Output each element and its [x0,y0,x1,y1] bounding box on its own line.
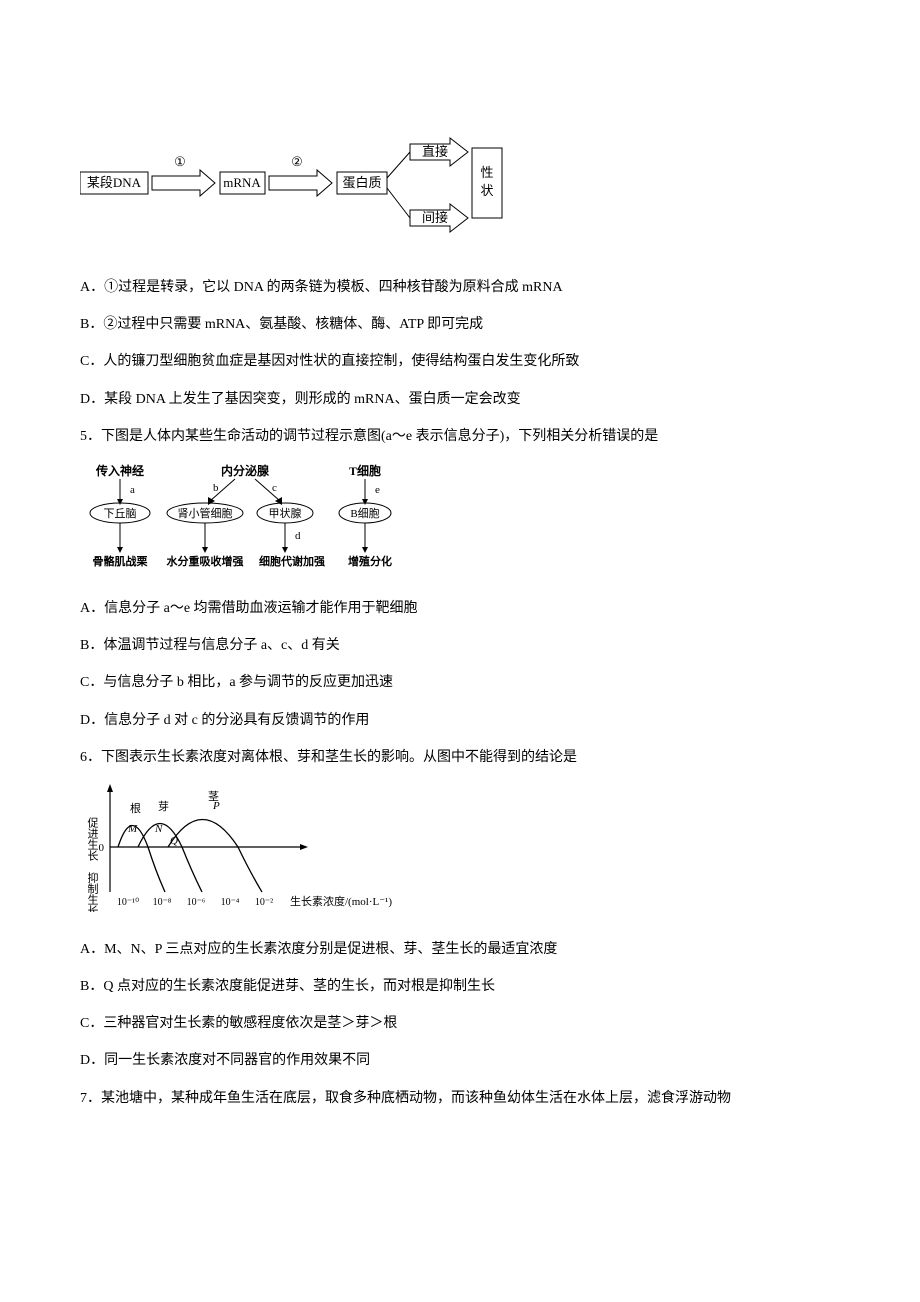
q6-option-c: C．三种器官对生长素的敏感程度依次是茎＞芽＞根 [80,1011,840,1036]
node-trait-2: 状 [480,183,493,198]
point-m: M [127,823,138,835]
point-p: P [212,800,220,812]
node-mrna: mRNA [223,175,261,190]
mid-renal: 肾小管细胞 [178,506,233,520]
bot-reabsorb: 水分重吸收增强 [167,554,244,568]
top-afferent: 传入神经 [95,463,144,478]
mid-bcell: B细胞 [350,507,379,520]
diagram2-svg: 传入神经 内分泌腺 T细胞 a b c e 下丘脑 肾小管细胞 甲状腺 B细胞 … [80,461,440,571]
q5-option-a: A．信息分子 a～e 均需借助血液运输才能作用于靶细胞 [80,596,840,621]
auxin-chart: 0 促进生长 抑制生长 根 芽 茎 M N P Q 10⁻¹⁰ 10⁻⁸ 10⁻… [80,782,840,912]
bot-shiver: 骨骼肌战栗 [93,554,148,568]
xlabel: 生长素浓度/(mol·L⁻¹) [290,894,392,908]
q6-option-a: A．M、N、P 三点对应的生长素浓度分别是促进根、芽、茎生长的最适宜浓度 [80,937,840,962]
q7-stem: 7．某池塘中，某种成年鱼生活在底层，取食多种底栖动物，而该种鱼幼体生活在水体上层… [80,1086,840,1111]
ylabel-bot: 抑制生长 [86,871,99,912]
ylabel-top: 促进生长 [86,816,99,861]
q4-option-b: B．②过程中只需要 mRNA、氨基酸、核糖体、酶、ATP 即可完成 [80,312,840,337]
gene-expression-diagram: 某段DNA ① mRNA ② 蛋白质 直接 间接 性 状 [80,130,840,250]
label-c: c [272,482,277,494]
xtick2: 10⁻⁶ [187,897,206,908]
q6-stem: 6．下图表示生长素浓度对离体根、芽和茎生长的影响。从图中不能得到的结论是 [80,745,840,770]
q5-stem: 5．下图是人体内某些生命活动的调节过程示意图(a～e 表示信息分子)，下列相关分… [80,424,840,449]
q5-option-d: D．信息分子 d 对 c 的分泌具有反馈调节的作用 [80,708,840,733]
label-d: d [295,530,301,542]
q4-option-a: A．①过程是转录，它以 DNA 的两条链为模板、四种核苷酸为原料合成 mRNA [80,275,840,300]
bot-metabolism: 细胞代谢加强 [259,554,325,568]
top-tcell: T细胞 [349,463,381,478]
arrow2-label: ② [291,154,303,169]
branch-indirect: 间接 [422,210,448,225]
q5-option-b: B．体温调节过程与信息分子 a、c、d 有关 [80,633,840,658]
zero-label: 0 [99,842,105,854]
curve-root: 根 [130,801,141,815]
node-dna: 某段DNA [87,175,142,190]
regulation-diagram: 传入神经 内分泌腺 T细胞 a b c e 下丘脑 肾小管细胞 甲状腺 B细胞 … [80,461,840,571]
bot-proliferate: 增殖分化 [348,554,392,568]
xtick3: 10⁻⁴ [221,897,240,908]
curve-bud: 芽 [158,799,169,813]
xtick1: 10⁻⁸ [153,897,172,908]
point-n: N [154,823,163,835]
mid-thyroid: 甲状腺 [269,506,302,520]
q6-option-b: B．Q 点对应的生长素浓度能促进芽、茎的生长，而对根是抑制生长 [80,974,840,999]
label-b: b [213,482,219,494]
chart-svg: 0 促进生长 抑制生长 根 芽 茎 M N P Q 10⁻¹⁰ 10⁻⁸ 10⁻… [80,782,440,912]
arrow1-label: ① [174,154,186,169]
point-q: Q [170,835,178,847]
xtick0: 10⁻¹⁰ [117,897,139,908]
q4-option-c: C．人的镰刀型细胞贫血症是基因对性状的直接控制，使得结构蛋白发生变化所致 [80,349,840,374]
diagram1-svg: 某段DNA ① mRNA ② 蛋白质 直接 间接 性 状 [80,130,510,250]
q4-option-d: D．某段 DNA 上发生了基因突变，则形成的 mRNA、蛋白质一定会改变 [80,387,840,412]
label-a: a [130,484,135,496]
node-trait-1: 性 [480,165,493,180]
label-e: e [375,484,380,496]
q5-option-c: C．与信息分子 b 相比，a 参与调节的反应更加迅速 [80,670,840,695]
top-endocrine: 内分泌腺 [221,463,270,478]
mid-hypothalamus: 下丘脑 [104,507,137,520]
node-protein: 蛋白质 [342,175,381,190]
xtick4: 10⁻² [255,897,273,908]
q6-option-d: D．同一生长素浓度对不同器官的作用效果不同 [80,1048,840,1073]
branch-direct: 直接 [422,144,448,159]
